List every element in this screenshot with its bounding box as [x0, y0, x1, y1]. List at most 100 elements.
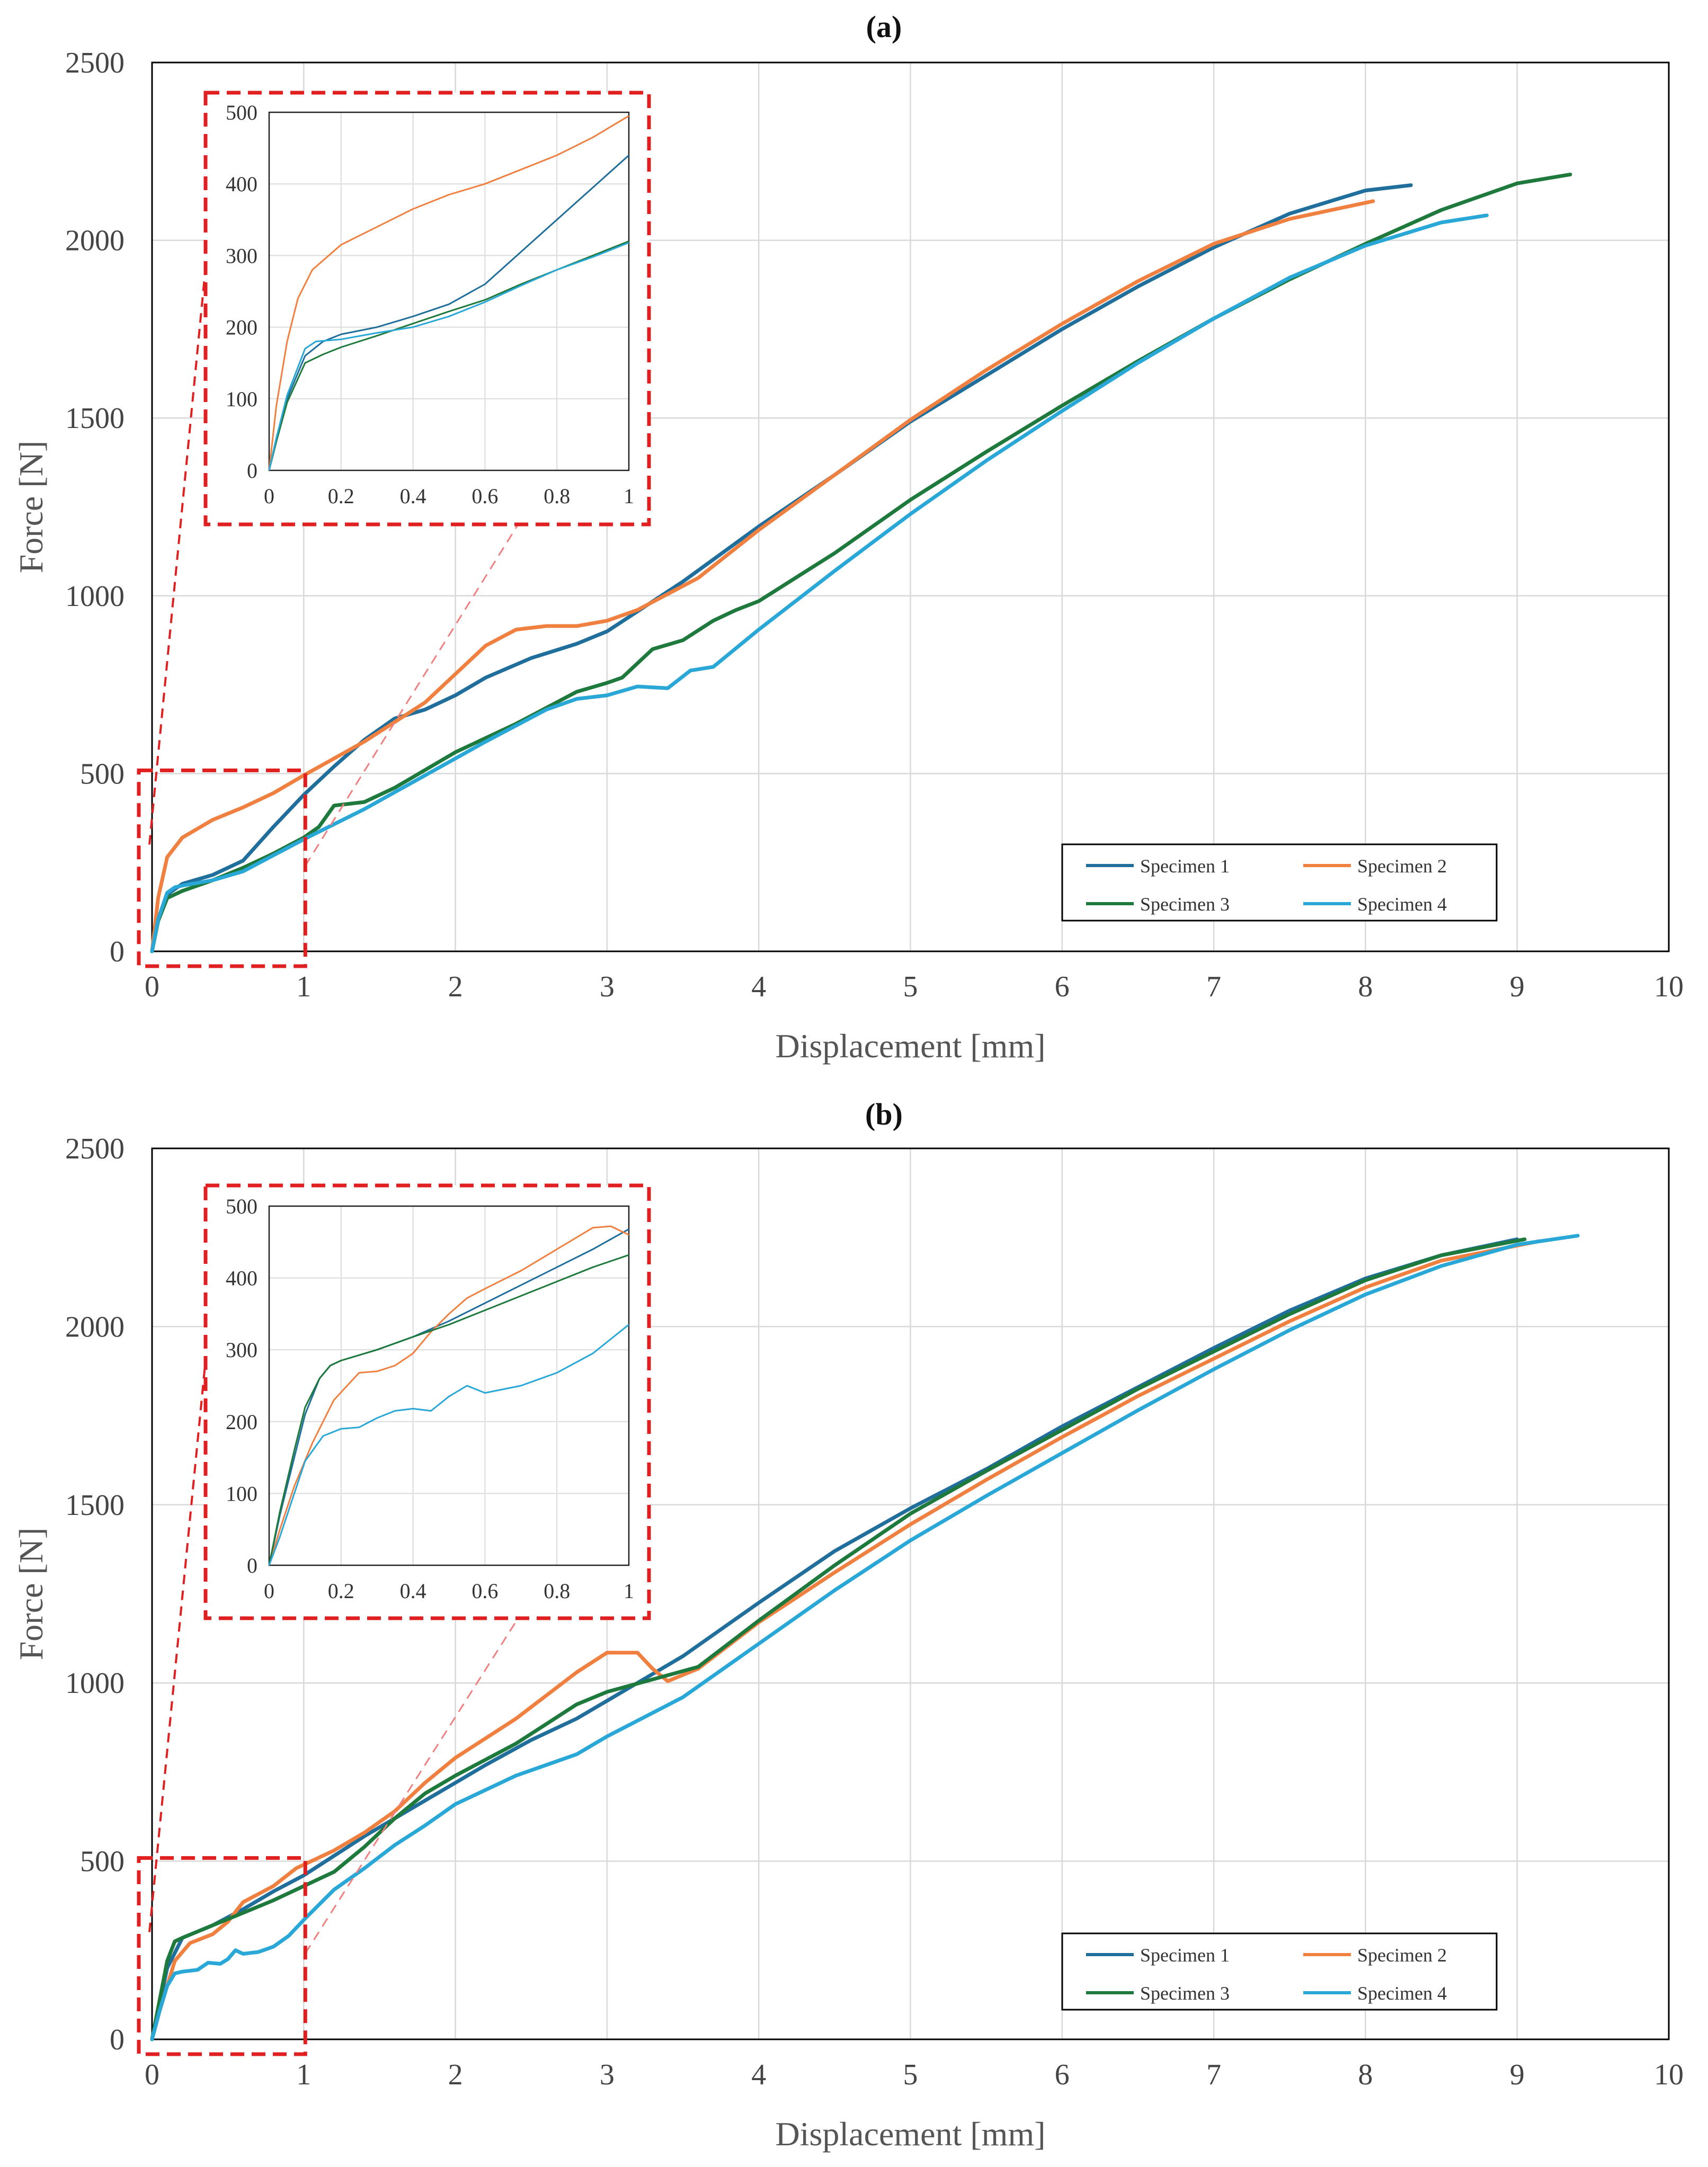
x-tick-label: 3 [600, 2058, 615, 2091]
zoom-region-box [137, 1856, 307, 2056]
legend-label-specimen-4: Specimen 4 [1357, 894, 1447, 915]
inset-x-tick-label: 0.6 [472, 1579, 498, 1603]
zoom-connector-left [148, 1360, 207, 1932]
inset-x-tick-label: 1 [624, 1579, 634, 1603]
x-tick-label: 3 [600, 970, 615, 1003]
x-axis-label: Displacement [mm] [775, 1027, 1045, 1065]
inset-series-line-specimen-4 [268, 242, 629, 471]
inset-x-tick-label: 0.4 [400, 1579, 426, 1603]
legend: Specimen 1 Specimen 2 Specimen 3 Specimen 4 [1061, 1932, 1498, 2011]
inset-y-tick-label: 500 [226, 1194, 257, 1218]
legend: Specimen 1 Specimen 2 Specimen 3 Specimen 4 [1061, 843, 1498, 922]
x-tick-label: 9 [1510, 970, 1525, 1003]
y-tick-label: 1500 [65, 402, 124, 435]
x-tick-label: 7 [1206, 970, 1221, 1003]
y-tick-label: 2000 [65, 1310, 124, 1343]
plot-frame [151, 1147, 1670, 2040]
x-tick-label: 1 [296, 2058, 311, 2091]
inset-x-tick-label: 0.6 [472, 484, 498, 508]
y-tick-label: 2500 [65, 47, 124, 79]
y-tick-label: 0 [110, 935, 124, 968]
legend-label-specimen-1: Specimen 1 [1140, 855, 1230, 877]
inset-frame [268, 111, 630, 471]
y-tick-label: 1000 [65, 1667, 124, 1700]
legend-label-specimen-3: Specimen 3 [1140, 1983, 1230, 2004]
inset-frame [268, 1205, 630, 1566]
inset-y-tick-label: 200 [226, 1410, 257, 1434]
x-tick-label: 8 [1358, 970, 1373, 1003]
inset-y-tick-label: 400 [226, 1267, 257, 1290]
legend-label-specimen-1: Specimen 1 [1140, 1945, 1230, 1966]
x-tick-label: 5 [903, 970, 918, 1003]
x-tick-label: 0 [145, 2058, 159, 2091]
x-tick-label: 10 [1654, 970, 1684, 1003]
x-axis-label: Displacement [mm] [775, 2115, 1045, 2153]
inset-border [203, 91, 651, 527]
plot-frame [151, 61, 1670, 952]
legend-label-specimen-2: Specimen 2 [1357, 855, 1447, 877]
inset-y-tick-label: 100 [226, 387, 257, 411]
inset-x-tick-label: 0.2 [328, 484, 354, 508]
x-tick-label: 4 [751, 2058, 766, 2091]
y-tick-label: 1000 [65, 580, 124, 613]
inset-x-tick-label: 0 [264, 1579, 274, 1603]
inset-y-tick-label: 300 [226, 1338, 257, 1362]
inset-x-tick-label: 0.8 [544, 1579, 570, 1603]
legend-label-specimen-3: Specimen 3 [1140, 894, 1230, 915]
zoom-region-box [137, 768, 307, 968]
y-tick-label: 500 [80, 1845, 124, 1878]
inset-x-tick-label: 0.4 [400, 484, 426, 508]
x-tick-label: 7 [1206, 2058, 1221, 2091]
inset-border [203, 1183, 651, 1620]
x-tick-label: 0 [145, 970, 159, 1003]
inset-y-tick-label: 400 [226, 172, 257, 196]
series-group [150, 1234, 1580, 2041]
inset-y-tick-label: 100 [226, 1482, 257, 1505]
inset-series-line-specimen-1 [268, 154, 630, 471]
inset-chart: 0 0.2 0.4 0.6 0.8 1 0 100 200 300 400 500 [203, 91, 651, 527]
series-group [150, 172, 1572, 953]
series-line-specimen-4 [150, 1234, 1580, 2041]
x-tick-label: 9 [1510, 2058, 1525, 2091]
inset-y-tick-label: 0 [247, 459, 257, 483]
inset-x-tick-label: 0.8 [544, 484, 570, 508]
zoom-connector-right [305, 524, 519, 867]
x-tick-label: 6 [1055, 2058, 1070, 2091]
y-axis-label: Force [N] [12, 1528, 50, 1661]
inset-x-tick-label: 1 [624, 484, 634, 508]
inset-y-tick-label: 300 [226, 244, 257, 267]
legend-label-specimen-2: Specimen 2 [1357, 1945, 1447, 1966]
chart-panel-a: (a)0 1 2 3 4 5 6 7 8 9 1005001000150020002500Displ… [12, 10, 1684, 1065]
inset-series-line-specimen-4 [268, 1324, 629, 1566]
panel-title: (a) [866, 10, 902, 44]
zoom-connector-right [305, 1618, 519, 1954]
inset-chart: 0 0.2 0.4 0.6 0.8 1 0 100 200 300 400 500 [203, 1183, 651, 1620]
series-line-specimen-2 [150, 1239, 1542, 2041]
inset-series-line-specimen-3 [268, 1254, 629, 1566]
inset-x-tick-label: 0 [264, 484, 274, 508]
y-tick-label: 2000 [65, 225, 124, 257]
legend-box [1061, 1932, 1498, 2011]
series-line-specimen-1 [150, 183, 1413, 953]
y-tick-label: 1500 [65, 1489, 124, 1522]
series-line-specimen-4 [150, 213, 1489, 953]
inset-y-tick-label: 0 [247, 1554, 257, 1577]
inset-x-tick-label: 0.2 [328, 1579, 354, 1603]
y-axis-label: Force [N] [12, 441, 50, 574]
x-tick-label: 2 [448, 970, 463, 1003]
inset-series-line-specimen-2 [268, 1225, 629, 1566]
x-tick-label: 5 [903, 2058, 918, 2091]
x-tick-label: 10 [1654, 2058, 1684, 2091]
series-line-specimen-2 [150, 199, 1375, 953]
zoom-connector-left [148, 267, 207, 845]
x-tick-label: 2 [448, 2058, 463, 2091]
series-line-specimen-3 [150, 1237, 1527, 2041]
y-tick-label: 2500 [65, 1132, 124, 1165]
inset-y-tick-label: 500 [226, 101, 257, 124]
panel-title: (b) [865, 1097, 903, 1131]
y-tick-label: 0 [110, 2023, 124, 2056]
x-tick-label: 4 [751, 970, 766, 1003]
legend-box [1061, 843, 1498, 922]
x-tick-label: 6 [1055, 970, 1070, 1003]
